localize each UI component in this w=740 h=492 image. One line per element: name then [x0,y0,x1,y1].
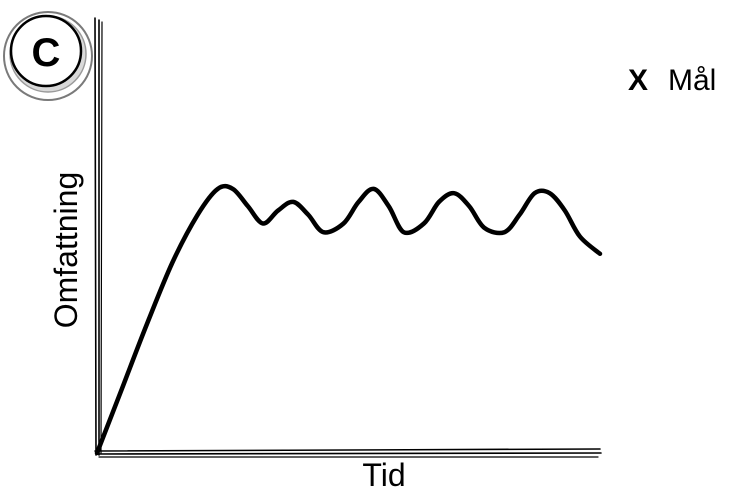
panel-badge: C [3,11,93,101]
legend-marker: X [628,64,648,97]
legend-label: Mål [668,64,716,97]
y-axis [94,17,103,456]
x-axis-label: Tid [362,457,405,492]
legend: X Mål [628,64,716,97]
series-line [94,183,603,456]
y-axis-label: Omfattning [48,172,84,329]
x-axis [94,448,602,458]
panel-letter: C [32,31,61,75]
